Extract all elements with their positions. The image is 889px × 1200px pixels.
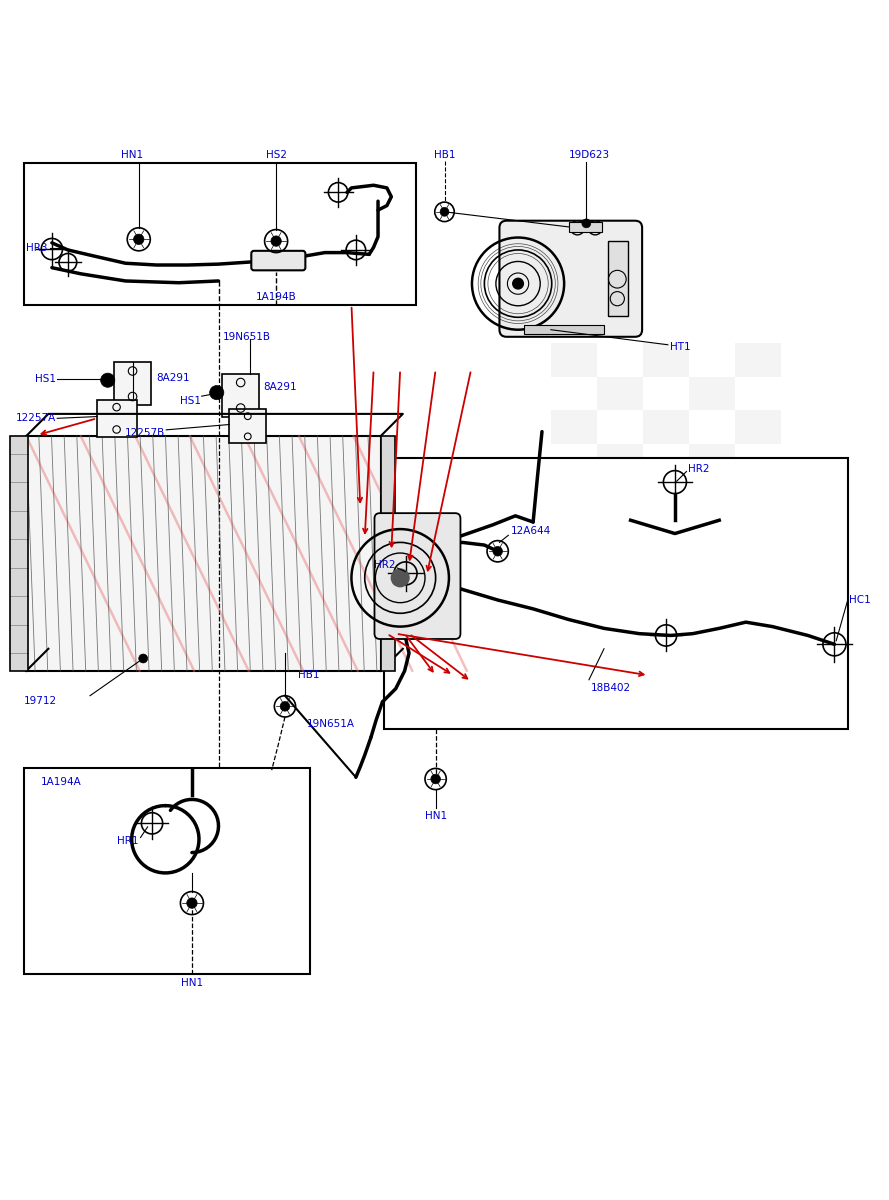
Text: 8A291: 8A291 [156,372,190,383]
Text: HT1: HT1 [670,342,691,353]
Circle shape [513,278,524,289]
Bar [689,377,735,410]
Circle shape [139,654,148,662]
Bar [525,325,604,334]
Bar [643,478,689,511]
Text: ria: ria [444,491,525,541]
Text: HB1: HB1 [434,150,455,160]
Bar [689,444,735,478]
Circle shape [280,702,290,712]
Text: 18B402: 18B402 [590,683,631,694]
Circle shape [100,373,115,388]
Text: HB1: HB1 [299,671,320,680]
Bar [551,343,597,377]
Text: HC1: HC1 [849,595,870,605]
Circle shape [493,546,502,556]
Bar [23,768,309,974]
Bar [608,241,628,317]
Bar [229,409,267,443]
Text: 19D623: 19D623 [569,150,610,160]
Bar [114,362,151,406]
Bar [689,410,735,444]
Circle shape [210,385,224,400]
Text: 1A194B: 1A194B [256,293,297,302]
Text: HR2: HR2 [688,464,709,474]
Bar [551,478,597,511]
Text: 19712: 19712 [23,696,57,706]
Bar [551,377,597,410]
Bar [23,163,416,305]
Bar [597,410,643,444]
Bar [551,410,597,444]
Text: p a r t s: p a r t s [431,538,538,565]
Bar [97,400,137,437]
Circle shape [582,218,590,228]
Bar [597,377,643,410]
Bar [643,343,689,377]
Text: HN1: HN1 [425,811,446,821]
Text: 19N651A: 19N651A [307,719,355,730]
Bar [735,343,781,377]
Text: HN1: HN1 [122,150,144,160]
Circle shape [431,774,440,784]
Circle shape [133,234,144,245]
Bar [643,377,689,410]
FancyBboxPatch shape [374,514,461,638]
Text: 12A644: 12A644 [511,526,551,536]
Bar [735,478,781,511]
Bar [689,343,735,377]
Text: 8A291: 8A291 [263,383,296,392]
Bar [597,478,643,511]
Bar [380,436,395,671]
FancyBboxPatch shape [252,251,305,270]
Text: 19N651B: 19N651B [223,331,271,342]
Bar [26,436,380,671]
Bar [735,444,781,478]
Bar [597,444,643,478]
Circle shape [440,208,449,216]
Text: HR3: HR3 [26,244,48,253]
Bar [735,377,781,410]
Text: HS1: HS1 [36,374,56,384]
Text: 1A194A: 1A194A [41,776,82,787]
Text: 12257B: 12257B [125,428,165,438]
FancyBboxPatch shape [500,221,642,337]
Text: 12257A: 12257A [16,413,56,424]
Bar [735,410,781,444]
Bar [689,478,735,511]
Bar [569,222,602,233]
Circle shape [391,569,409,587]
Bar [11,436,28,671]
Bar [597,343,643,377]
Text: HR2: HR2 [374,559,396,570]
Bar [222,374,260,416]
Text: HR1: HR1 [117,836,139,846]
Bar [643,444,689,478]
Text: HN1: HN1 [180,978,203,988]
Text: HS2: HS2 [266,150,286,160]
Bar [384,458,848,728]
Circle shape [187,898,197,908]
Bar [551,444,597,478]
Bar [643,410,689,444]
Circle shape [271,236,281,246]
Text: HS1: HS1 [180,396,201,406]
